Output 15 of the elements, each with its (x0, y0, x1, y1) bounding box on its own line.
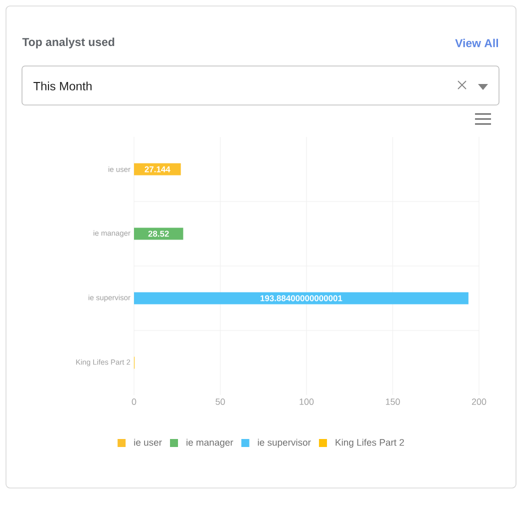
text: View All (455, 38, 498, 48)
x-tick-label: 50 (216, 398, 225, 405)
legend-label: ie user (134, 438, 162, 446)
data-label: 27.144 (144, 166, 170, 172)
legend-label: King Lifes Part 2 (336, 438, 404, 448)
data-label: 193.88400000000001 (260, 295, 342, 302)
x-tick-label: 200 (472, 398, 486, 405)
legend-label: ie supervisor (258, 438, 311, 448)
x-tick-label: 100 (300, 398, 314, 405)
chart-title: Top analyst used (22, 38, 114, 48)
x-tick-label: 150 (386, 398, 400, 405)
data-label: 28.52 (148, 230, 169, 237)
legend-label: ie manager (186, 438, 234, 448)
text: This Month (33, 82, 92, 90)
x-tick-label: 0 (132, 398, 136, 405)
